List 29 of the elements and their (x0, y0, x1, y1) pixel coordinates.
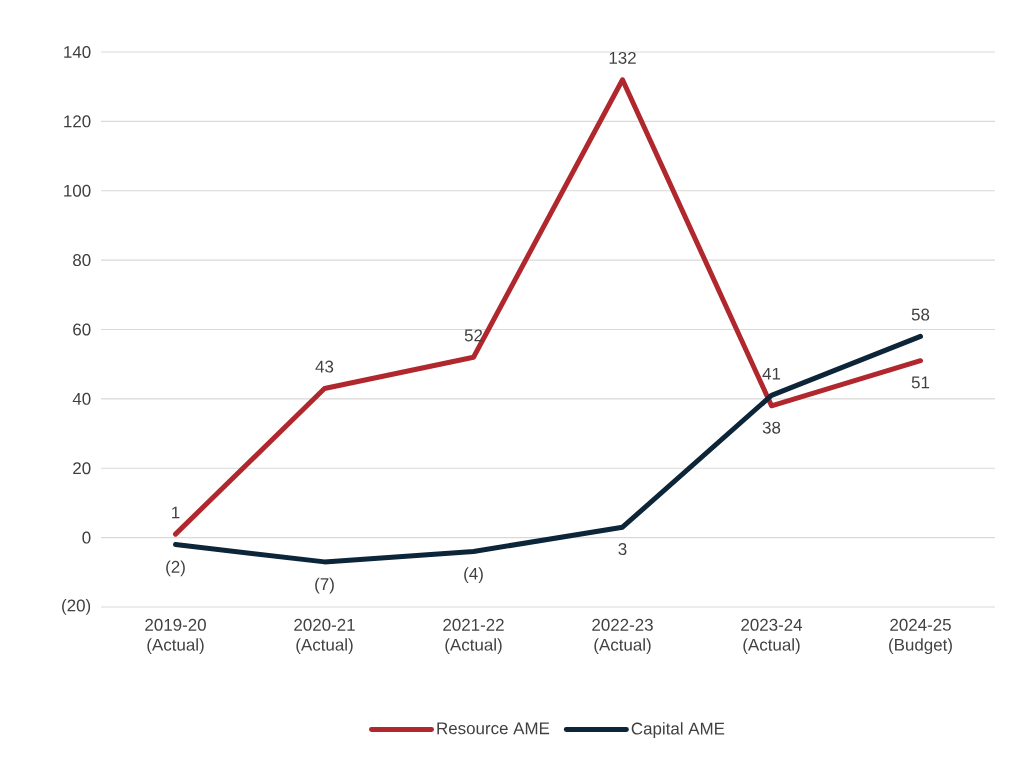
data-label: (7) (315, 577, 334, 594)
data-label: 58 (911, 308, 930, 321)
data-label: 41 (762, 367, 781, 380)
y-tick-label: (20) (62, 599, 91, 615)
data-label: 43 (315, 360, 334, 373)
y-tick-label: 0 (82, 531, 91, 544)
y-tick-label: 120 (64, 115, 91, 128)
y-tick-label: 40 (72, 392, 91, 405)
y-tick-label: 80 (73, 254, 91, 267)
x-tick-label: 2019-20 (Actual) (145, 618, 206, 655)
x-tick-label: 2022-23 (Actual) (592, 618, 653, 655)
legend-label: Resource AME (437, 722, 550, 735)
data-label: 52 (464, 329, 483, 342)
data-label: 51 (911, 376, 930, 389)
data-label: 132 (609, 51, 636, 64)
x-tick-label: 2020-21 (Actual) (294, 618, 355, 655)
y-tick-label: 20 (73, 462, 91, 475)
x-tick-label: 2023-24 (Actual) (741, 618, 803, 655)
x-tick-label: 2021-22 (Actual) (443, 618, 504, 655)
legend-label: Capital AME (631, 722, 725, 738)
data-label: 38 (762, 421, 781, 434)
y-tick-label: 140 (64, 45, 91, 58)
y-tick-label: 100 (64, 184, 91, 197)
data-label: (4) (464, 567, 483, 584)
data-label: 1 (172, 506, 180, 519)
y-tick-label: 60 (73, 323, 91, 336)
x-tick-label: 2024-25 (Budget) (889, 618, 952, 655)
data-label: (2) (166, 560, 185, 577)
data-label: 3 (618, 543, 627, 556)
